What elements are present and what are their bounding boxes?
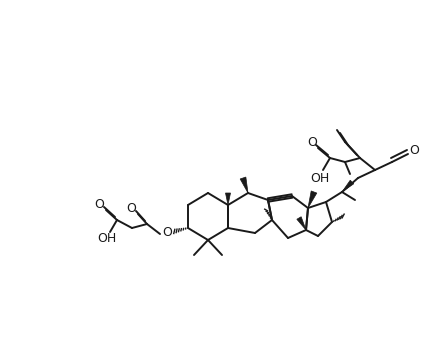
Polygon shape <box>342 180 354 192</box>
Polygon shape <box>225 193 231 205</box>
Text: O: O <box>307 135 317 149</box>
Polygon shape <box>240 177 248 193</box>
Text: O: O <box>162 226 172 239</box>
Text: OH: OH <box>97 233 117 246</box>
Text: O: O <box>126 201 136 214</box>
Polygon shape <box>308 191 317 208</box>
Text: O: O <box>409 144 419 157</box>
Polygon shape <box>297 217 306 230</box>
Text: O: O <box>94 198 104 211</box>
Text: OH: OH <box>310 172 329 185</box>
